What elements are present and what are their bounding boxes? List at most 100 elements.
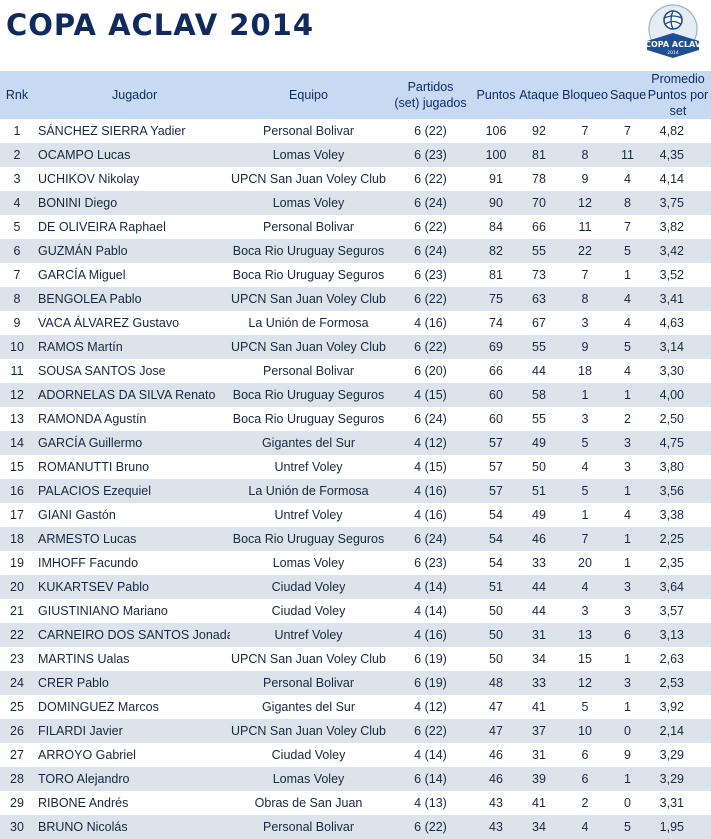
- team-name: Personal Bolivar: [262, 364, 354, 378]
- block-value: 7: [581, 124, 589, 138]
- team-name: Personal Bolivar: [262, 676, 354, 690]
- average-value: 3,80: [659, 460, 684, 474]
- serve-value: 11: [621, 148, 634, 162]
- player-name: GUZMÁN Pablo: [38, 244, 128, 258]
- block-value: 4: [581, 820, 589, 834]
- points-value: 106: [485, 124, 507, 138]
- player-name: VACA ÁLVAREZ Gustavo: [38, 316, 180, 330]
- column-header-team: Equipo: [230, 71, 387, 119]
- player-name: KUKARTSEV Pablo: [38, 580, 149, 594]
- serve-value: 1: [624, 388, 631, 402]
- column-header-average-line2: Puntos por set: [647, 88, 709, 118]
- serve-value: 3: [624, 436, 631, 450]
- rank-cell: 19: [10, 556, 24, 570]
- serve-value: 4: [624, 364, 631, 378]
- average-value: 2,50: [659, 412, 684, 426]
- serve-value: 1: [624, 484, 631, 498]
- column-header-block: Bloqueo: [562, 88, 608, 102]
- header: COPA ACLAV 2014 COPA ACLAV 2014: [0, 0, 711, 70]
- column-header-rank: Rnk: [5, 88, 29, 102]
- block-value: 3: [581, 316, 589, 330]
- attack-value: 37: [532, 724, 546, 738]
- player-name: MARTINS Ualas: [38, 652, 130, 666]
- team-name: UPCN San Juan Voley Club: [231, 652, 386, 666]
- points-value: 51: [489, 580, 503, 594]
- attack-value: 55: [532, 244, 546, 258]
- serve-value: 1: [624, 532, 631, 546]
- rank-cell: 10: [10, 340, 24, 354]
- matches-played: 6 (20): [414, 364, 447, 378]
- player-name: BENGOLEA Pablo: [38, 292, 142, 306]
- serve-value: 0: [624, 724, 631, 738]
- attack-value: 63: [532, 292, 546, 306]
- column-header-points: Puntos: [476, 88, 516, 102]
- attack-value: 44: [532, 580, 546, 594]
- matches-played: 6 (24): [414, 412, 447, 426]
- matches-played: 6 (19): [414, 652, 447, 666]
- points-value: 91: [489, 172, 503, 186]
- player-name: SÁNCHEZ SIERRA Yadier: [38, 124, 186, 138]
- team-name: Lomas Voley: [272, 196, 345, 210]
- points-value: 60: [489, 412, 503, 426]
- player-name: TORO Alejandro: [38, 772, 130, 786]
- team-name: Obras de San Juan: [254, 796, 363, 810]
- block-value: 3: [581, 604, 589, 618]
- matches-played: 6 (22): [414, 340, 447, 354]
- matches-played: 6 (22): [414, 292, 447, 306]
- serve-value: 3: [624, 676, 631, 690]
- serve-value: 3: [624, 604, 631, 618]
- points-value: 46: [489, 748, 503, 762]
- player-name: GIUSTINIANO Mariano: [38, 604, 168, 618]
- block-value: 9: [581, 172, 589, 186]
- average-value: 3,14: [659, 340, 684, 354]
- table-row: 17 GIANI Gastón Untref Voley 4 (16) 54 49 1 4 3,…: [0, 503, 711, 527]
- attack-value: 78: [532, 172, 546, 186]
- block-value: 6: [581, 772, 589, 786]
- block-value: 15: [578, 652, 592, 666]
- points-value: 43: [489, 796, 503, 810]
- serve-value: 3: [624, 460, 631, 474]
- serve-value: 1: [624, 652, 631, 666]
- serve-value: 1: [624, 268, 631, 282]
- average-value: 3,42: [659, 244, 684, 258]
- block-value: 18: [578, 364, 592, 378]
- average-value: 2,63: [659, 652, 684, 666]
- matches-played: 6 (22): [414, 172, 447, 186]
- serve-value: 3: [624, 580, 631, 594]
- rank-cell: 25: [10, 700, 24, 714]
- player-name: DOMINGUEZ Marcos: [38, 700, 159, 714]
- attack-value: 33: [532, 556, 546, 570]
- attack-value: 55: [532, 412, 546, 426]
- average-value: 4,14: [659, 172, 684, 186]
- column-header-matches-line1: Partidos: [407, 80, 454, 94]
- serve-value: 8: [624, 196, 631, 210]
- rank-cell: 1: [13, 124, 21, 138]
- attack-value: 92: [532, 124, 546, 138]
- logo-year: 2014: [667, 50, 679, 56]
- points-value: 50: [489, 652, 503, 666]
- player-name: RAMOS Martín: [38, 340, 123, 354]
- team-name: UPCN San Juan Voley Club: [231, 340, 386, 354]
- block-value: 1: [581, 388, 589, 402]
- matches-played: 4 (16): [414, 628, 447, 642]
- block-value: 5: [581, 700, 589, 714]
- table-row: 7 GARCÍA Miguel Boca Rio Uruguay Seguros 6 …: [0, 263, 711, 287]
- rank-cell: 13: [10, 412, 24, 426]
- points-value: 74: [489, 316, 503, 330]
- column-header-average-line1: Promedio: [651, 72, 705, 86]
- average-value: 3,52: [659, 268, 684, 282]
- attack-value: 33: [532, 676, 546, 690]
- attack-value: 31: [532, 748, 546, 762]
- average-value: 3,38: [659, 508, 684, 522]
- team-name: Untref Voley: [274, 460, 343, 474]
- attack-value: 50: [532, 460, 546, 474]
- matches-played: 4 (16): [414, 508, 447, 522]
- block-value: 20: [578, 556, 592, 570]
- points-value: 81: [489, 268, 503, 282]
- serve-value: 4: [624, 172, 631, 186]
- block-value: 22: [578, 244, 592, 258]
- matches-played: 4 (15): [414, 388, 447, 402]
- rank-cell: 11: [10, 364, 24, 378]
- table-row: 26 FILARDI Javier UPCN San Juan Voley Club…: [0, 719, 711, 743]
- attack-value: 66: [532, 220, 546, 234]
